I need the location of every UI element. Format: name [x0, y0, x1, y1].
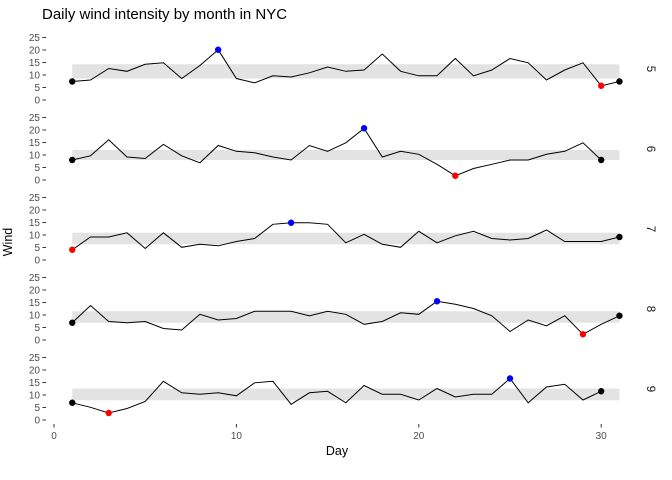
y-tick-label: 0: [34, 256, 40, 267]
max-point: [506, 375, 514, 382]
facet-strip-label: 9: [644, 386, 656, 392]
y-tick-label: 25: [29, 113, 41, 124]
facet-strip-label: 5: [644, 66, 656, 72]
first-point: [69, 399, 76, 406]
x-axis-title: Day: [325, 444, 349, 458]
quantile-band: [72, 150, 620, 160]
quantile-band: [72, 232, 620, 245]
chart-title: Daily wind intensity by month in NYC: [42, 6, 288, 23]
max-point: [360, 125, 368, 132]
y-tick-label: 25: [29, 273, 41, 284]
y-tick-label: 0: [34, 336, 40, 347]
last-point: [598, 388, 605, 395]
min-point: [579, 331, 587, 338]
x-tick-label: 10: [231, 431, 243, 442]
y-tick-label: 5: [34, 403, 40, 414]
y-tick-label: 0: [34, 96, 40, 107]
y-tick-label: 20: [29, 46, 41, 57]
y-tick-label: 20: [29, 366, 41, 377]
first-point: [69, 319, 76, 326]
x-tick-label: 0: [51, 431, 57, 442]
y-tick-label: 25: [29, 193, 41, 204]
y-tick-label: 5: [34, 323, 40, 334]
y-tick-label: 15: [29, 378, 41, 389]
y-tick-label: 20: [29, 286, 41, 297]
y-tick-label: 10: [29, 231, 41, 242]
facet-strip-label: 8: [644, 306, 656, 312]
y-tick-label: 0: [34, 176, 40, 187]
last-point: [598, 156, 605, 164]
min-point: [452, 172, 459, 179]
min-point: [105, 409, 112, 417]
wind-line: [72, 127, 602, 177]
wind-line: [72, 377, 602, 414]
y-tick-label: 15: [29, 218, 41, 229]
last-point: [616, 78, 623, 85]
facet-strip-label: 6: [644, 146, 656, 152]
quantile-band: [72, 388, 620, 401]
y-tick-label: 15: [29, 58, 41, 69]
max-point: [214, 46, 222, 53]
min-point: [69, 246, 76, 253]
first-point: [69, 156, 76, 164]
y-tick-label: 15: [29, 138, 41, 149]
facet-strip-label: 7: [644, 226, 656, 232]
y-tick-label: 10: [29, 71, 41, 82]
y-tick-label: 25: [29, 353, 41, 364]
last-point: [616, 233, 623, 241]
wind-line: [71, 222, 620, 251]
first-point: [69, 78, 76, 85]
y-tick-label: 20: [29, 126, 41, 137]
y-tick-label: 5: [34, 83, 40, 94]
last-point: [616, 312, 623, 319]
wind-line: [71, 300, 620, 335]
y-tick-label: 10: [29, 311, 41, 322]
y-tick-label: 0: [34, 416, 40, 427]
x-tick-label: 30: [596, 431, 608, 442]
wind-line: [72, 49, 620, 87]
y-tick-label: 10: [29, 151, 41, 162]
y-tick-label: 20: [29, 206, 41, 217]
max-point: [287, 219, 295, 226]
quantile-band: [72, 311, 620, 323]
y-tick-label: 10: [29, 391, 41, 402]
y-tick-label: 5: [34, 243, 40, 254]
min-point: [598, 82, 605, 89]
y-tick-label: 25: [29, 33, 41, 44]
y-tick-label: 5: [34, 163, 40, 174]
max-point: [433, 298, 441, 305]
x-tick-label: 20: [413, 431, 425, 442]
y-tick-label: 15: [29, 298, 41, 309]
